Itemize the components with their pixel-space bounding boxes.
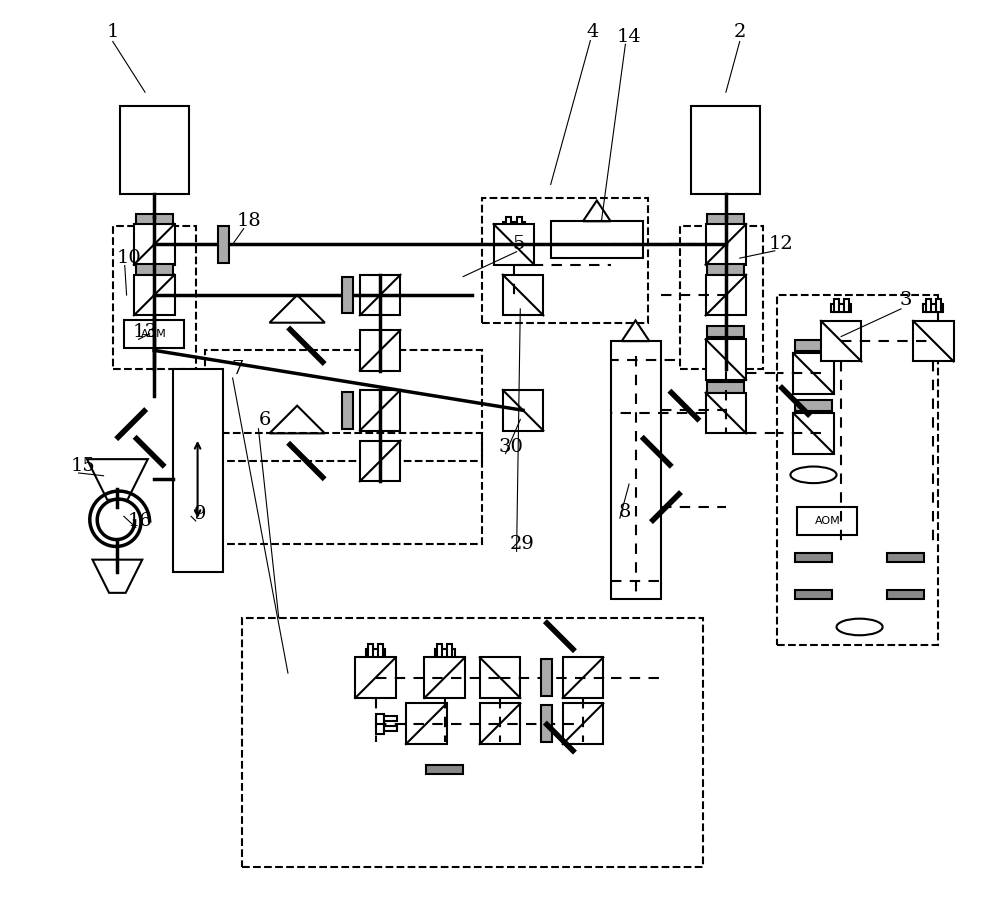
Bar: [366, 649, 385, 657]
Text: 13: 13: [133, 323, 157, 341]
Bar: [795, 400, 832, 411]
Text: 29: 29: [510, 535, 535, 553]
Text: AOM: AOM: [141, 329, 167, 338]
Bar: [218, 226, 229, 263]
Bar: [424, 657, 465, 698]
Text: 30: 30: [499, 438, 524, 456]
Bar: [360, 441, 400, 481]
Text: 3: 3: [899, 290, 912, 309]
Bar: [205, 350, 482, 461]
Bar: [355, 657, 396, 698]
Bar: [706, 275, 746, 315]
Text: 14: 14: [617, 28, 641, 46]
Bar: [342, 392, 353, 429]
Bar: [707, 264, 744, 275]
Bar: [482, 198, 648, 323]
Text: 6: 6: [259, 410, 271, 429]
Bar: [136, 214, 173, 225]
Text: 9: 9: [194, 504, 207, 523]
Text: AOM: AOM: [814, 516, 840, 526]
Text: 16: 16: [128, 512, 153, 530]
Bar: [173, 369, 223, 572]
Text: 18: 18: [237, 212, 262, 230]
Bar: [205, 433, 482, 544]
Bar: [563, 657, 603, 698]
Bar: [923, 303, 943, 312]
Bar: [887, 590, 924, 599]
Text: 15: 15: [71, 456, 96, 475]
Bar: [368, 644, 373, 657]
Bar: [384, 716, 397, 721]
Bar: [503, 390, 543, 431]
Bar: [563, 703, 603, 744]
Bar: [706, 224, 746, 265]
Bar: [447, 644, 452, 657]
Bar: [124, 320, 184, 348]
Bar: [503, 222, 525, 231]
Bar: [406, 703, 447, 744]
Text: 7: 7: [231, 360, 243, 378]
Bar: [506, 217, 511, 231]
Bar: [503, 275, 543, 315]
Text: 5: 5: [512, 235, 525, 254]
Bar: [707, 382, 744, 393]
Bar: [797, 507, 857, 535]
Bar: [480, 703, 520, 744]
Bar: [113, 226, 196, 369]
Bar: [384, 727, 397, 731]
Bar: [706, 393, 746, 433]
Bar: [360, 275, 400, 315]
Text: 4: 4: [586, 23, 598, 41]
Bar: [360, 390, 400, 431]
Bar: [551, 221, 643, 258]
Bar: [517, 217, 522, 231]
Ellipse shape: [790, 467, 837, 483]
Bar: [426, 765, 463, 774]
Bar: [342, 277, 353, 313]
Bar: [887, 553, 924, 562]
Bar: [793, 413, 834, 454]
Bar: [691, 106, 760, 194]
Bar: [378, 644, 383, 657]
Bar: [707, 326, 744, 337]
Text: 12: 12: [769, 235, 794, 254]
Bar: [821, 321, 861, 361]
Bar: [134, 224, 175, 265]
Bar: [136, 264, 173, 275]
Bar: [541, 705, 552, 742]
Bar: [480, 657, 520, 698]
Bar: [834, 299, 839, 312]
Bar: [926, 299, 931, 312]
Bar: [494, 224, 534, 265]
Bar: [680, 226, 763, 369]
Bar: [706, 339, 746, 380]
Bar: [831, 303, 851, 312]
Bar: [777, 295, 938, 645]
Bar: [541, 659, 552, 696]
Bar: [793, 353, 834, 394]
Bar: [437, 644, 442, 657]
Bar: [795, 340, 832, 351]
Text: 10: 10: [117, 249, 142, 267]
Bar: [360, 330, 400, 371]
Bar: [120, 106, 189, 194]
Text: 1: 1: [107, 23, 119, 41]
Bar: [376, 714, 384, 734]
Bar: [611, 341, 661, 599]
Bar: [913, 321, 954, 361]
Bar: [707, 214, 744, 225]
Bar: [795, 590, 832, 599]
Text: 8: 8: [618, 502, 631, 521]
Text: 2: 2: [734, 23, 746, 41]
Bar: [844, 299, 849, 312]
Bar: [134, 275, 175, 315]
Ellipse shape: [837, 619, 883, 635]
Bar: [795, 553, 832, 562]
Bar: [936, 299, 941, 312]
Bar: [242, 618, 703, 867]
Bar: [435, 649, 455, 657]
